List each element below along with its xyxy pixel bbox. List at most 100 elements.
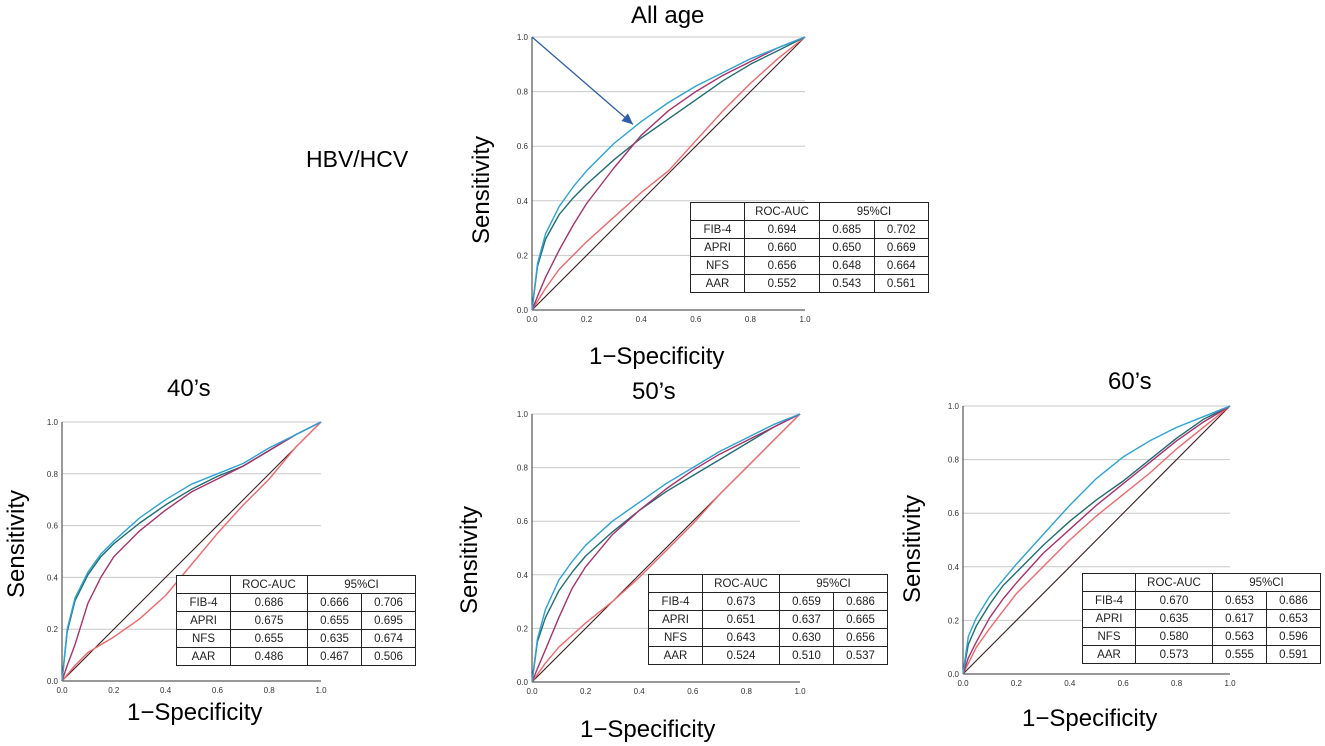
x-tick-label: 0.2: [1011, 679, 1023, 688]
y-tick-label: 0.4: [517, 571, 529, 580]
table-row: FIB-4 0.673 0.659 0.686: [648, 592, 888, 611]
y-tick-label: 0.6: [948, 509, 960, 518]
table-row: NFS 0.580 0.563 0.596: [1082, 627, 1321, 646]
table-row: FIB-4 0.670 0.653 0.686: [1082, 591, 1321, 610]
table-row: AAR 0.524 0.510 0.537: [648, 646, 888, 665]
y-tick-label: 0.4: [948, 563, 960, 572]
auc-table-50s: ROC-AUC 95%CI FIB-4 0.673 0.659 0.686 APRI 0.…: [648, 574, 888, 665]
header-95ci: 95%CI: [307, 575, 416, 594]
reference-line: [531, 36, 806, 311]
x-axis-label-60s: 1−Specificity: [1022, 705, 1158, 732]
roc-curve-apri: [531, 413, 801, 683]
panel-50s: 0.0 0.2 0.4 0.6 0.8 1.0 0.0 0.2 0.4 0.6 0.8 1.0: [517, 410, 806, 696]
y-tick-label: 1.0: [47, 418, 59, 427]
x-tick-label: 0.6: [1118, 679, 1130, 688]
header-95ci: 95%CI: [779, 574, 888, 593]
table-row: APRI 0.675 0.655 0.695: [176, 611, 416, 630]
header-95ci: 95%CI: [1212, 573, 1321, 592]
roc-curve-nfs: [531, 36, 806, 311]
y-tick-label: 0.8: [517, 88, 529, 97]
roc-curve-apri: [61, 421, 322, 682]
table-row: FIB-4 0.694 0.685 0.702: [690, 220, 929, 239]
y-tick-label: 1.0: [517, 410, 529, 419]
roc-curve-aar: [531, 413, 801, 683]
y-tick-label: 0.2: [517, 624, 529, 633]
x-tick-label: 0.6: [212, 686, 224, 695]
x-tick-label: 0.2: [581, 315, 593, 324]
chart-title-60s: 60’s: [1108, 368, 1152, 395]
arrowhead-icon: [621, 113, 634, 125]
roc-curve-fib4: [962, 405, 1231, 675]
y-tick-label: 0.0: [47, 677, 59, 686]
roc-curve-fib4: [531, 413, 801, 683]
roc-curve-nfs: [962, 405, 1231, 675]
y-tick-label: 0.4: [47, 573, 59, 582]
x-tick-label: 0.6: [687, 687, 699, 696]
panel-all-age: 0.0 0.2 0.4 0.6 0.8 1.0 0.0 0.2 0.4 0.6 0.8 1.0: [517, 33, 811, 324]
y-tick-label: 0.2: [948, 616, 960, 625]
x-axis-label-all-age: 1−Specificity: [589, 343, 725, 370]
x-tick-label: 0.4: [634, 687, 646, 696]
x-tick-label: 0.4: [160, 686, 172, 695]
roc-curve-fib4: [531, 36, 806, 311]
y-tick-label: 0.0: [517, 306, 529, 315]
table-row: APRI 0.660 0.650 0.669: [690, 238, 929, 257]
x-tick-label: 0.4: [636, 315, 648, 324]
x-tick-label: 0.6: [690, 315, 702, 324]
table-row: AAR 0.486 0.467 0.506: [176, 647, 416, 666]
auc-table-all-age: ROC-AUC 95%CI FIB-4 0.694 0.685 0.702 APRI 0.…: [690, 202, 929, 293]
table-row: AAR 0.573 0.555 0.591: [1082, 645, 1321, 664]
table-row: APRI 0.635 0.617 0.653: [1082, 609, 1321, 628]
y-tick-label: 1.0: [517, 33, 529, 42]
chart-title-50s: 50’s: [632, 378, 676, 405]
roc-curve-aar: [531, 36, 806, 311]
y-tick-label: 0.8: [47, 470, 59, 479]
y-tick-label: 0.8: [517, 464, 529, 473]
x-tick-label: 0.2: [108, 686, 120, 695]
header-roc-auc: ROC-AUC: [1135, 573, 1213, 592]
x-tick-label: 0.8: [264, 686, 276, 695]
header-roc-auc: ROC-AUC: [744, 202, 820, 221]
x-tick-label: 0.8: [745, 315, 757, 324]
auc-table-60s: ROC-AUC 95%CI FIB-4 0.670 0.653 0.686 APRI 0.…: [1082, 573, 1321, 664]
y-tick-label: 0.4: [517, 197, 529, 206]
table-row: AAR 0.552 0.543 0.561: [690, 274, 929, 293]
x-tick-label: 0.0: [526, 315, 538, 324]
roc-curve-apri: [962, 405, 1231, 675]
x-tick-label: 0.8: [741, 687, 753, 696]
roc-curve-fib4: [61, 421, 322, 682]
x-tick-label: 0.0: [957, 679, 969, 688]
header-roc-auc: ROC-AUC: [230, 575, 308, 594]
x-axis-label-50s: 1−Specificity: [580, 716, 716, 743]
x-tick-label: 0.2: [580, 687, 592, 696]
y-tick-label: 1.0: [948, 402, 960, 411]
y-tick-label: 0.6: [47, 522, 59, 531]
reference-line: [61, 421, 322, 682]
x-tick-label: 1.0: [799, 315, 811, 324]
roc-curve-nfs: [531, 413, 801, 683]
x-tick-label: 0.0: [56, 686, 68, 695]
y-tick-label: 0.0: [948, 670, 960, 679]
roc-curve-aar: [962, 405, 1231, 675]
x-tick-label: 1.0: [794, 687, 806, 696]
header-roc-auc: ROC-AUC: [702, 574, 780, 593]
arrow-annotation: [531, 36, 634, 125]
x-tick-label: 0.4: [1064, 679, 1076, 688]
y-tick-label: 0.0: [517, 678, 529, 687]
x-tick-label: 0.8: [1171, 679, 1183, 688]
roc-curve-apri: [531, 36, 806, 311]
y-tick-label: 0.2: [517, 251, 529, 260]
table-row: NFS 0.655 0.635 0.674: [176, 629, 416, 648]
header-95ci: 95%CI: [819, 202, 929, 221]
group-label: HBV/HCV: [306, 146, 409, 172]
x-tick-label: 1.0: [315, 686, 327, 695]
reference-line: [962, 405, 1231, 675]
chart-title-all-age: All age: [631, 2, 705, 29]
y-tick-label: 0.6: [517, 517, 529, 526]
auc-table-40s: ROC-AUC 95%CI FIB-4 0.686 0.666 0.706 APRI 0.…: [176, 575, 416, 666]
y-tick-label: 0.8: [948, 456, 960, 465]
y-tick-label: 0.2: [47, 625, 59, 634]
table-row: NFS 0.643 0.630 0.656: [648, 628, 888, 647]
table-row: NFS 0.656 0.648 0.664: [690, 256, 929, 275]
x-tick-label: 0.0: [526, 687, 538, 696]
